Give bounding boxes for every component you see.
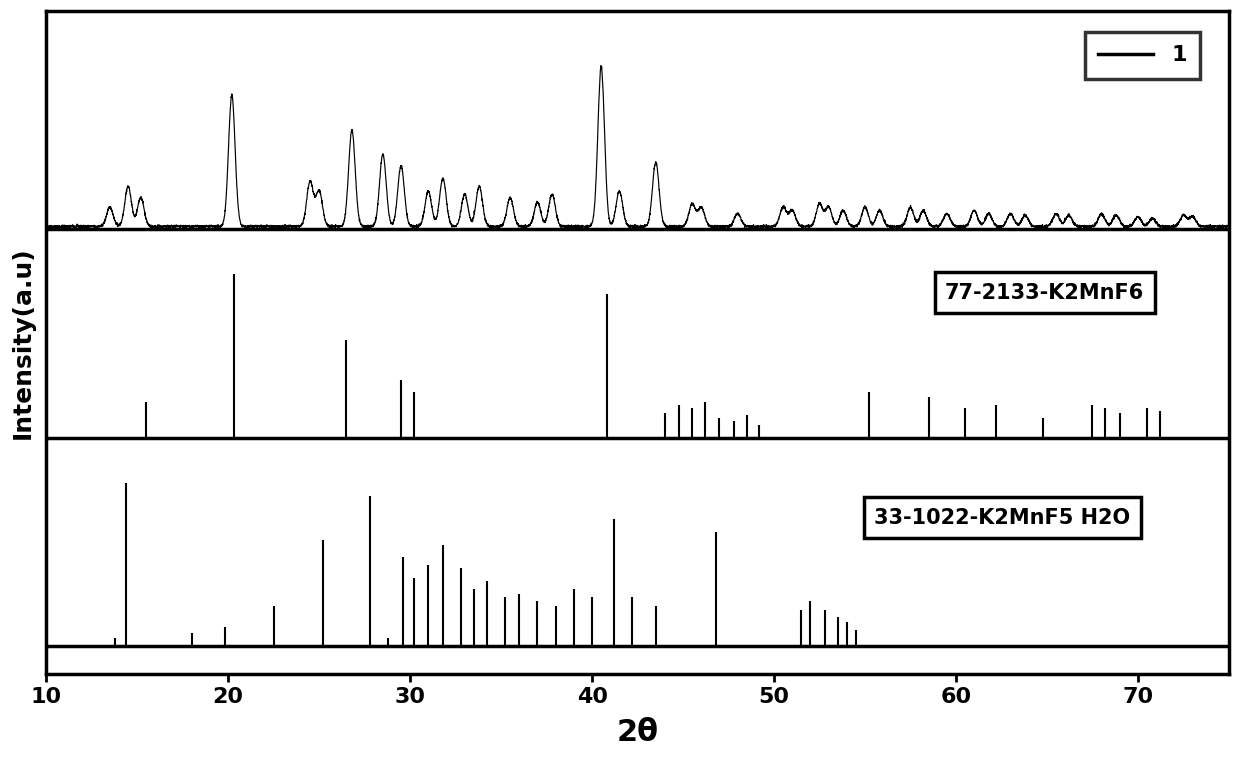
Legend: 1: 1 <box>1085 32 1200 79</box>
X-axis label: 2θ: 2θ <box>616 718 658 747</box>
Text: 33-1022-K2MnF5 H2O: 33-1022-K2MnF5 H2O <box>874 508 1130 528</box>
Text: 77-2133-K2MnF6: 77-2133-K2MnF6 <box>945 283 1145 302</box>
Y-axis label: Intensity(a.u): Intensity(a.u) <box>11 246 35 439</box>
